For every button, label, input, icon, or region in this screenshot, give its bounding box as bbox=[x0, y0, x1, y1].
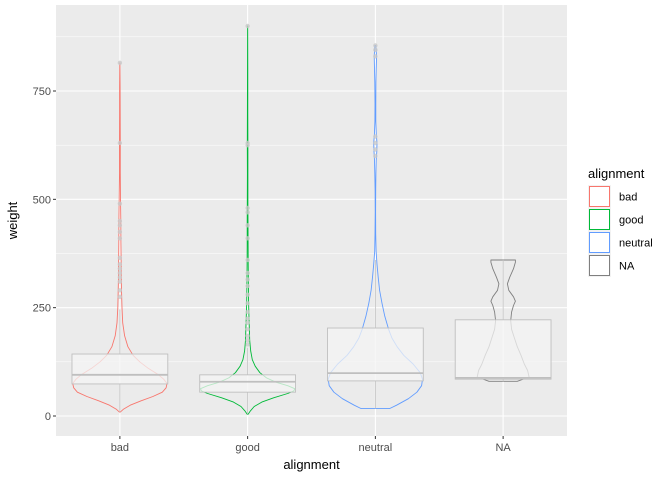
outlier-point bbox=[373, 47, 378, 53]
outlier-point bbox=[245, 309, 250, 315]
outlier-point bbox=[373, 43, 378, 48]
box-iqr bbox=[199, 374, 296, 393]
x-tick-label: bad bbox=[111, 442, 129, 454]
box-iqr bbox=[454, 319, 552, 380]
outlier-point bbox=[373, 134, 378, 139]
legend: alignment bad good neutral NA bbox=[588, 166, 653, 277]
outlier-point bbox=[245, 342, 250, 347]
x-axis-title: alignment bbox=[283, 457, 340, 472]
legend-key-good bbox=[589, 209, 610, 230]
outlier-points bbox=[117, 23, 378, 347]
outlier-point bbox=[245, 316, 250, 321]
outlier-point bbox=[245, 205, 250, 211]
outlier-point bbox=[245, 277, 250, 282]
boxplot-na bbox=[454, 260, 552, 382]
outlier-point bbox=[117, 266, 123, 271]
outlier-point bbox=[117, 201, 123, 206]
outlier-point bbox=[117, 279, 123, 284]
outlier-point bbox=[373, 153, 378, 159]
outlier-point bbox=[245, 320, 250, 326]
outlier-point bbox=[245, 301, 250, 306]
outlier-point bbox=[117, 223, 123, 228]
boxplots bbox=[71, 260, 552, 415]
boxplot-bad bbox=[71, 309, 169, 413]
outlier-point bbox=[117, 288, 123, 293]
y-tick-label: 500 bbox=[33, 194, 51, 206]
outlier-point bbox=[245, 140, 250, 146]
legend-key-bad bbox=[589, 186, 610, 207]
outlier-point bbox=[117, 270, 123, 276]
box-iqr bbox=[71, 353, 169, 385]
y-axis-title: weight bbox=[5, 201, 20, 240]
legend-title: alignment bbox=[588, 166, 645, 181]
boxplot-neutral bbox=[327, 260, 424, 409]
legend-label-good: good bbox=[619, 215, 643, 227]
x-tick-label: NA bbox=[495, 442, 511, 454]
outlier-point bbox=[117, 218, 123, 224]
legend-label-na: NA bbox=[619, 261, 635, 273]
outlier-point bbox=[245, 337, 250, 343]
x-tick-label: neutral bbox=[359, 442, 393, 454]
outlier-point bbox=[245, 210, 250, 215]
outlier-point bbox=[117, 255, 123, 261]
outlier-point bbox=[245, 327, 250, 332]
outlier-point bbox=[245, 257, 250, 263]
box-iqr bbox=[327, 327, 424, 382]
legend-key-neutral bbox=[589, 232, 610, 253]
outlier-point bbox=[373, 54, 378, 59]
outlier-point bbox=[245, 270, 250, 276]
outlier-point bbox=[245, 223, 250, 228]
x-tick-label: good bbox=[235, 442, 259, 454]
outlier-point bbox=[245, 236, 250, 241]
outlier-point bbox=[245, 292, 250, 297]
outlier-point bbox=[117, 294, 123, 300]
y-axis: 0 250 500 750 bbox=[33, 86, 56, 423]
legend-key-na bbox=[589, 255, 610, 276]
y-tick-label: 0 bbox=[45, 411, 51, 423]
legend-label-bad: bad bbox=[619, 192, 637, 204]
y-tick-label: 250 bbox=[33, 303, 51, 315]
outlier-point bbox=[373, 147, 378, 152]
x-axis: bad good neutral NA bbox=[111, 436, 511, 454]
outlier-point bbox=[117, 229, 123, 235]
outlier-point bbox=[373, 140, 378, 146]
outlier-point bbox=[117, 275, 123, 280]
outlier-point bbox=[117, 262, 123, 267]
outlier-point bbox=[117, 60, 123, 66]
outlier-point bbox=[245, 333, 250, 339]
outlier-point bbox=[245, 23, 250, 29]
outlier-point bbox=[117, 140, 123, 146]
boxplot-good bbox=[199, 347, 296, 415]
outlier-point bbox=[245, 283, 250, 289]
outlier-point bbox=[117, 236, 123, 241]
legend-label-neutral: neutral bbox=[619, 238, 653, 250]
y-tick-label: 750 bbox=[33, 86, 51, 98]
